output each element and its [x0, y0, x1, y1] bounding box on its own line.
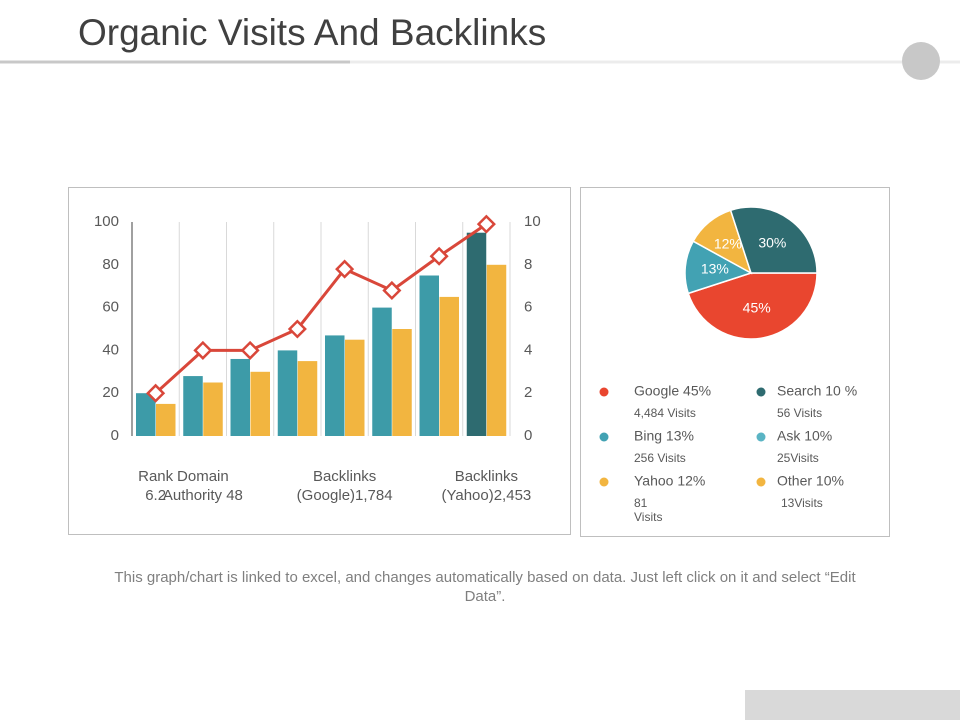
line-marker: [240, 340, 260, 360]
legend-dot: [756, 477, 766, 487]
pie-slice: [687, 272, 818, 340]
pie-value-label: 30%: [758, 234, 786, 250]
line-marker: [382, 280, 402, 301]
y-tick-label: 20: [102, 384, 119, 401]
footer-note: This graph/chart is linked to excel, and…: [114, 569, 856, 605]
bar: [156, 403, 176, 436]
legend-sublabel: 81 Visits: [634, 496, 662, 524]
line-marker: [429, 246, 449, 266]
legend-label: Search 10 %: [777, 383, 857, 399]
bar: [203, 382, 223, 436]
legend-dot: [756, 387, 766, 397]
y-tick-label: 100: [94, 213, 119, 230]
bar: [183, 376, 203, 436]
y2-tick-label: 6: [524, 299, 532, 316]
bar: [345, 339, 365, 436]
bar: [419, 275, 439, 436]
legend-label: Ask 10%: [777, 428, 832, 444]
y2-tick-label: 8: [524, 256, 532, 273]
bar: [439, 296, 459, 436]
bar: [325, 335, 345, 436]
legend-sublabel: 56 Visits: [777, 406, 822, 420]
pie-value-label: 12%: [714, 236, 742, 252]
bar: [486, 264, 507, 436]
y2-tick-label: 0: [524, 427, 532, 444]
legend-sublabel: 13Visits: [781, 496, 823, 510]
legend-dot: [756, 432, 766, 442]
line-marker: [146, 383, 166, 403]
legend-label: Yahoo 12%: [634, 473, 705, 489]
y2-tick-label: 4: [524, 341, 532, 358]
x-category-label: Rank 6.2: [138, 468, 174, 504]
decor-circle: [902, 42, 940, 80]
bar: [250, 371, 270, 436]
y-tick-label: 40: [102, 341, 119, 358]
y2-tick-label: 10: [524, 213, 541, 230]
bar: [297, 361, 318, 436]
pie-value-label: 13%: [701, 260, 729, 276]
legend-label: Bing 13%: [634, 428, 694, 444]
x-category-label: Backlinks (Yahoo)2,453: [441, 468, 531, 504]
y-tick-label: 60: [102, 299, 119, 316]
bar: [392, 329, 412, 436]
line-marker: [335, 259, 355, 279]
bar: [277, 350, 298, 436]
legend-sublabel: 25Visits: [777, 451, 819, 465]
legend-sublabel: 256 Visits: [634, 451, 686, 465]
legend-dot: [599, 387, 609, 397]
legend-label: Google 45%: [634, 383, 711, 399]
legend-label: Other 10%: [777, 473, 844, 489]
y-tick-label: 80: [102, 256, 119, 273]
slide-title: Organic Visits And Backlinks: [78, 12, 546, 53]
y-tick-label: 0: [111, 427, 119, 444]
line-marker: [476, 214, 496, 234]
x-category-label: Backlinks (Google)1,784: [297, 468, 393, 504]
bar: [230, 358, 250, 436]
decor-bar: [745, 690, 960, 720]
pie-slice: [729, 206, 818, 274]
x-category-label: Domain Authority 48: [163, 468, 243, 504]
legend-dot: [599, 432, 609, 442]
line-marker: [193, 340, 213, 360]
legend-dot: [599, 477, 609, 487]
bar: [372, 307, 392, 436]
y2-tick-label: 2: [524, 384, 532, 401]
line-marker: [287, 319, 307, 339]
bar: [466, 232, 487, 436]
legend-sublabel: 4,484 Visits: [634, 406, 696, 420]
bar: [136, 393, 156, 436]
pie-value-label: 45%: [743, 300, 771, 316]
